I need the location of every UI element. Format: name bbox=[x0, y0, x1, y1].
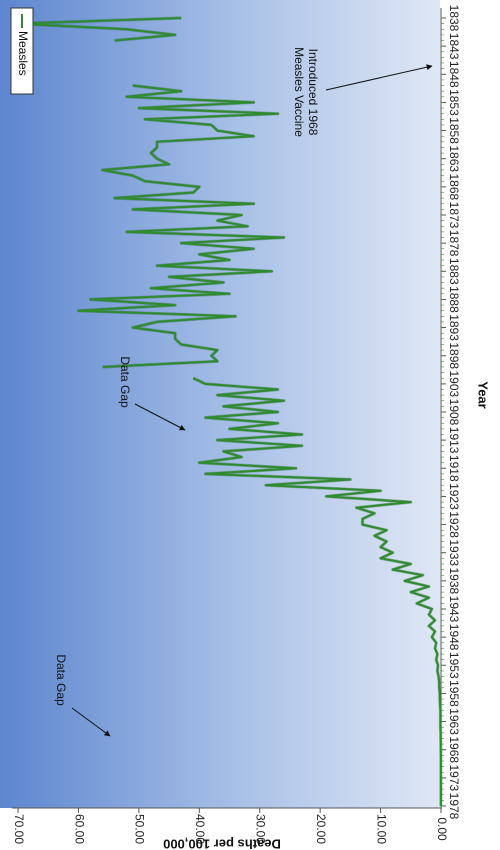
year-tick-label: 1893 bbox=[447, 314, 461, 341]
year-tick-label: 1868 bbox=[447, 174, 461, 201]
value-tick-label: 30.00 bbox=[254, 814, 268, 844]
annotation-layer: Data Gap Data Gap Measles Vaccine Introduce… bbox=[54, 47, 433, 737]
series-line-measles bbox=[192, 377, 442, 806]
value-tick-label: 60.00 bbox=[72, 814, 86, 844]
annotation: Measles Vaccine Introduced 1968 bbox=[292, 47, 433, 137]
series-line-measles bbox=[17, 17, 182, 42]
year-tick-label: 1898 bbox=[447, 342, 461, 369]
annotation: Data Gap bbox=[54, 654, 111, 737]
annotation-arrow bbox=[325, 64, 433, 91]
value-tick-label: 20.00 bbox=[314, 814, 328, 844]
legend-label-measles: Measles bbox=[16, 31, 30, 76]
y-axis-title: Deaths per 100,000 bbox=[163, 837, 281, 850]
value-tick-label: 0.00 bbox=[435, 817, 449, 841]
year-tick-label: 1878 bbox=[447, 230, 461, 257]
year-tick-label: 1908 bbox=[447, 399, 461, 426]
year-tick-label: 1928 bbox=[447, 511, 461, 538]
year-tick-label: 1953 bbox=[447, 652, 461, 679]
legend: Measles bbox=[10, 7, 34, 95]
value-tick-label: 70.00 bbox=[12, 814, 26, 844]
series-layer bbox=[16, 16, 443, 806]
year-tick-label: 1958 bbox=[447, 680, 461, 707]
year-tick-label: 1918 bbox=[447, 455, 461, 482]
year-tick-label: 1848 bbox=[447, 61, 461, 88]
year-tick-label: 1913 bbox=[447, 427, 461, 454]
year-tick-label: 1903 bbox=[447, 371, 461, 398]
annotation-arrow bbox=[134, 403, 186, 431]
annotation-label: Data Gap bbox=[118, 356, 132, 408]
year-tick-label: 1883 bbox=[447, 258, 461, 285]
annotation: Data Gap bbox=[118, 356, 186, 431]
annotation-label: Introduced 1968 bbox=[306, 49, 320, 136]
year-tick-label: 1843 bbox=[447, 33, 461, 60]
year-tick-label: 1888 bbox=[447, 286, 461, 313]
year-tick-label: 1873 bbox=[447, 202, 461, 229]
annotation-label: Measles Vaccine bbox=[292, 47, 306, 137]
year-tick-label: 1853 bbox=[447, 89, 461, 116]
year-tick-label: 1858 bbox=[447, 117, 461, 144]
value-tick-label: 10.00 bbox=[374, 814, 388, 844]
legend-box bbox=[10, 7, 34, 95]
year-tick-label: 1943 bbox=[447, 596, 461, 623]
annotation-arrow bbox=[71, 707, 111, 737]
series-line-measles bbox=[77, 84, 285, 368]
annotation-label: Data Gap bbox=[54, 654, 68, 706]
year-tick-label: 1978 bbox=[447, 793, 461, 820]
year-tick-label: 1963 bbox=[447, 708, 461, 735]
x-axis-title: Year bbox=[476, 381, 491, 408]
plot-background bbox=[0, 0, 440, 808]
year-tick-label: 1923 bbox=[447, 483, 461, 510]
year-tick-label: 1973 bbox=[447, 765, 461, 792]
year-tick-label: 1938 bbox=[447, 568, 461, 595]
year-tick-label: 1933 bbox=[447, 539, 461, 566]
value-tick-label: 50.00 bbox=[133, 814, 147, 844]
year-tick-label: 1863 bbox=[447, 145, 461, 172]
year-tick-label: 1948 bbox=[447, 624, 461, 651]
year-tick-label: 1838 bbox=[447, 5, 461, 32]
value-tick-label: 40.00 bbox=[193, 814, 207, 844]
year-tick-label: 1968 bbox=[447, 736, 461, 763]
